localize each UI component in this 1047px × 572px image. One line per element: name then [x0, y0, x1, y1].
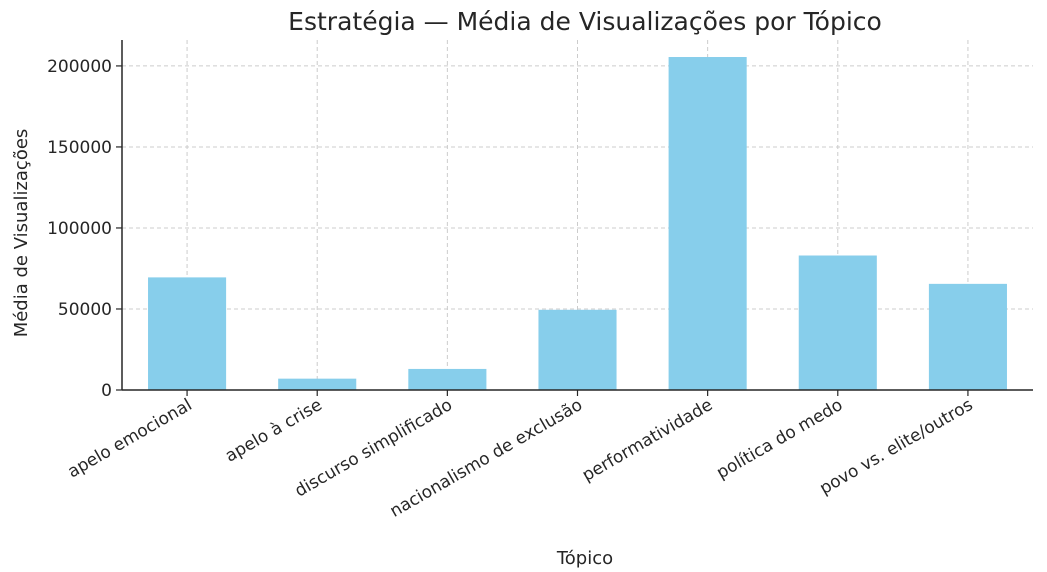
x-tick-label: performatividade	[579, 395, 716, 486]
bar	[408, 368, 487, 390]
x-tick-label: política do medo	[713, 395, 846, 483]
bar	[538, 309, 617, 390]
x-tick-label: apelo à crise	[222, 395, 326, 467]
y-tick-label: 0	[101, 381, 112, 401]
bar	[278, 378, 357, 390]
bar	[928, 283, 1007, 390]
y-tick-label: 200000	[47, 57, 112, 77]
x-axis-label: Tópico	[556, 548, 613, 569]
bar	[798, 255, 877, 390]
x-tick-label: apelo emocional	[64, 395, 195, 482]
bar	[668, 57, 747, 391]
bars	[148, 57, 1007, 391]
y-tick-label: 50000	[58, 300, 112, 320]
y-axis-label: Média de Visualizações	[11, 129, 32, 338]
chart-title: Estratégia — Média de Visualizações por …	[288, 7, 882, 36]
y-tick-label: 150000	[47, 138, 112, 158]
bar	[148, 277, 227, 390]
y-tick-label: 100000	[47, 219, 112, 239]
